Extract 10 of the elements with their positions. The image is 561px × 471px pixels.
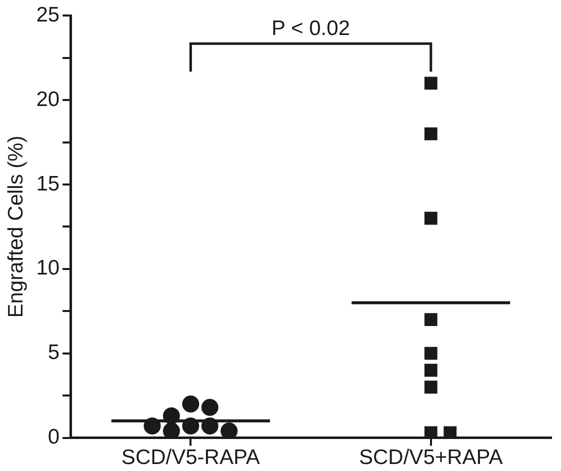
y-tick-label: 20 [36, 88, 60, 111]
x-tick-label: SCD/V5+RAPA [359, 446, 503, 470]
y-tick-label: 10 [36, 256, 60, 280]
y-tick-label: 5 [48, 341, 60, 364]
y-axis-title: Engrafted Cells (%) [4, 136, 28, 318]
annotation: P < 0.02 [272, 16, 350, 40]
y-tick-label: 15 [36, 172, 60, 196]
y-tick-label: 25 [36, 3, 60, 26]
x-tick-label: SCD/V5-RAPA [121, 446, 260, 470]
y-tick-label: 0 [48, 426, 60, 449]
